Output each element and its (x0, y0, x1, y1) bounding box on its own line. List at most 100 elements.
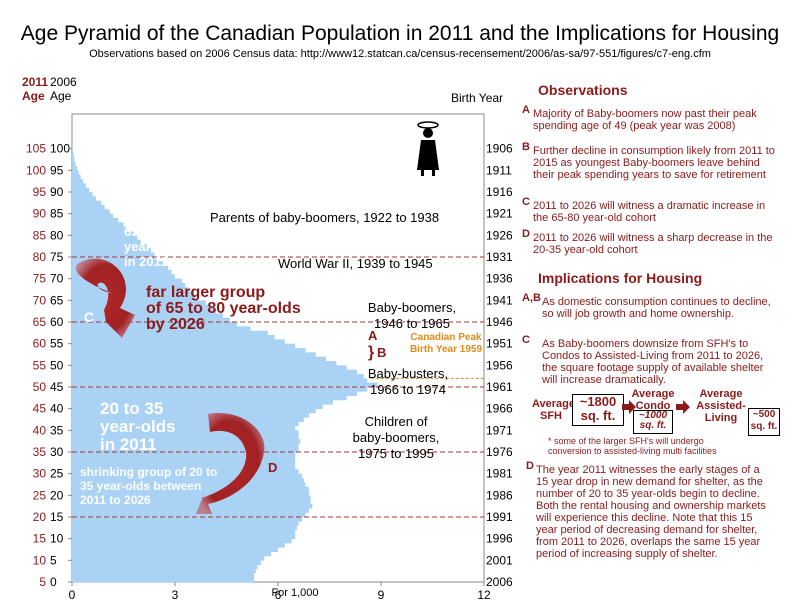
birth-year-tick: 1946 (486, 315, 513, 329)
age-bar-28 (72, 456, 296, 461)
age-2011-tick: 15 (33, 532, 47, 546)
birth-year-tick: 1951 (486, 337, 513, 351)
annotation-letter-d: D (268, 460, 277, 475)
age-bar-2 (72, 569, 256, 574)
age-bar-63 (72, 304, 210, 310)
age-bar-15 (72, 512, 306, 518)
age-2006-tick: 15 (50, 510, 64, 524)
age-bar-32 (72, 439, 301, 444)
annotation-letter-a: A (368, 328, 378, 343)
age-2006-tick: 30 (50, 445, 64, 459)
age-bar-34 (72, 430, 299, 435)
age-bar-76 (72, 248, 151, 253)
age-2011-tick: 80 (33, 250, 47, 264)
birth-year-tick: 1931 (486, 250, 513, 264)
age-bar-54 (72, 343, 296, 349)
age-2006-tick: 35 (50, 423, 64, 437)
age-bar-66 (72, 291, 193, 297)
birth-year-tick: 1966 (486, 402, 513, 416)
age-bar-79 (72, 235, 138, 240)
sfh-label: Average SFH (532, 398, 576, 422)
age-bar-100 (72, 144, 73, 149)
page-subtitle: Observations based on 2006 Census data: … (89, 48, 711, 60)
condo-label: Average Condo (631, 388, 675, 412)
birth-year-tick: 1941 (486, 293, 513, 307)
age-bar-98 (72, 153, 74, 158)
implication-letter: A,B (522, 292, 541, 304)
birth-year-tick: 1976 (486, 445, 513, 459)
observation-letter: C (522, 196, 530, 208)
birth-year-tick: 1986 (486, 488, 513, 502)
age-bar-95 (72, 166, 78, 171)
birth-year-tick: 1911 (486, 163, 512, 177)
person-icon (417, 121, 439, 176)
implication-d-text: The year 2011 witnesses the early stages… (536, 464, 766, 560)
condo-value-box: ~1000 sq. ft. (633, 410, 673, 434)
age-bar-85 (72, 209, 110, 214)
x-tick-label: 0 (69, 588, 76, 600)
age-2011-tick: 10 (33, 553, 47, 567)
implication-text: As Baby-boomers downsize from SFH's to C… (542, 338, 764, 386)
age-2011-tick: 100 (26, 163, 46, 177)
upper-red-arrow (75, 258, 135, 338)
age-bar-11 (72, 530, 296, 535)
age-bar-29 (72, 452, 296, 457)
implications-heading: Implications for Housing (538, 270, 703, 286)
annotation-20-35-2011-2026: shrinking group of 20 to 35 year-olds bet… (80, 465, 217, 507)
age-2006-header-line1: 2006 (50, 75, 77, 89)
annotation-parents-of-baby-boomers: Parents of baby-boomers, 1922 to 1938 (210, 210, 439, 225)
age-2006-tick: 70 (50, 272, 64, 286)
age-2011-tick: 105 (26, 142, 46, 156)
age-bar-17 (72, 504, 313, 509)
age-bar-56 (72, 335, 275, 340)
age-bar-50 (72, 361, 337, 366)
age-bar-90 (72, 187, 90, 193)
age-bar-59 (72, 322, 237, 327)
age-2006-tick: 40 (50, 402, 64, 416)
age-bar-57 (72, 330, 268, 336)
x-tick-label: 12 (477, 588, 491, 600)
age-2006-header-line2: Age (50, 89, 72, 103)
age-bar-83 (72, 218, 119, 223)
age-2011-tick: 95 (33, 185, 47, 199)
birth-year-header: Birth Year (451, 91, 503, 105)
age-2006-tick: 65 (50, 293, 64, 307)
age-bar-81 (72, 226, 127, 232)
annotation-letter-c: C (84, 309, 94, 325)
age-bar-40 (72, 404, 323, 409)
age-bar-26 (72, 465, 296, 470)
age-bar-72 (72, 265, 169, 271)
birth-year-tick: 1906 (486, 142, 513, 156)
birth-year-tick: 1916 (486, 185, 513, 199)
age-bar-23 (72, 478, 304, 483)
birth-year-tick: 1996 (486, 532, 513, 546)
lower-red-arrow (196, 412, 265, 514)
age-bar-31 (72, 443, 299, 448)
birth-year-tick: 1971 (486, 423, 513, 437)
age-bar-10 (72, 534, 296, 539)
age-2011-tick: 75 (33, 272, 47, 286)
age-bar-93 (72, 174, 81, 180)
age-2011-header-line2: Age (22, 89, 45, 103)
birth-year-tick: 1936 (486, 272, 513, 286)
age-bar-47 (72, 374, 364, 379)
age-bar-88 (72, 196, 97, 201)
birth-year-tick: 2006 (486, 575, 513, 589)
age-2011-tick: 35 (33, 445, 47, 459)
age-bar-67 (72, 287, 189, 292)
age-bar-20 (72, 491, 309, 496)
birth-year-tick: 1956 (486, 358, 513, 372)
annotation-children-of-baby-boomers: Children of baby-boomers, 1975 to 1995 (353, 414, 440, 461)
age-bar-75 (72, 252, 155, 258)
age-bar-37 (72, 417, 304, 422)
age-bar-41 (72, 400, 333, 405)
age-2006-tick: 50 (50, 358, 64, 372)
age-2011-tick: 25 (33, 488, 47, 502)
age-2011-tick: 30 (33, 467, 47, 481)
age-bar-39 (72, 408, 316, 414)
observation-letter: B (522, 141, 530, 153)
annotation-baby-boomers: Baby-boomers, 1946 to 1965 (368, 300, 456, 331)
x-axis-label: For 1,000 (271, 587, 318, 599)
age-bar-30 (72, 447, 299, 453)
age-bar-77 (72, 244, 148, 249)
